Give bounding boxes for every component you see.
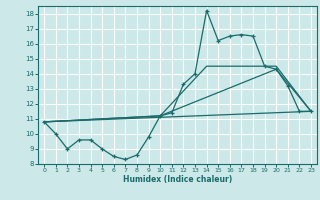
- X-axis label: Humidex (Indice chaleur): Humidex (Indice chaleur): [123, 175, 232, 184]
